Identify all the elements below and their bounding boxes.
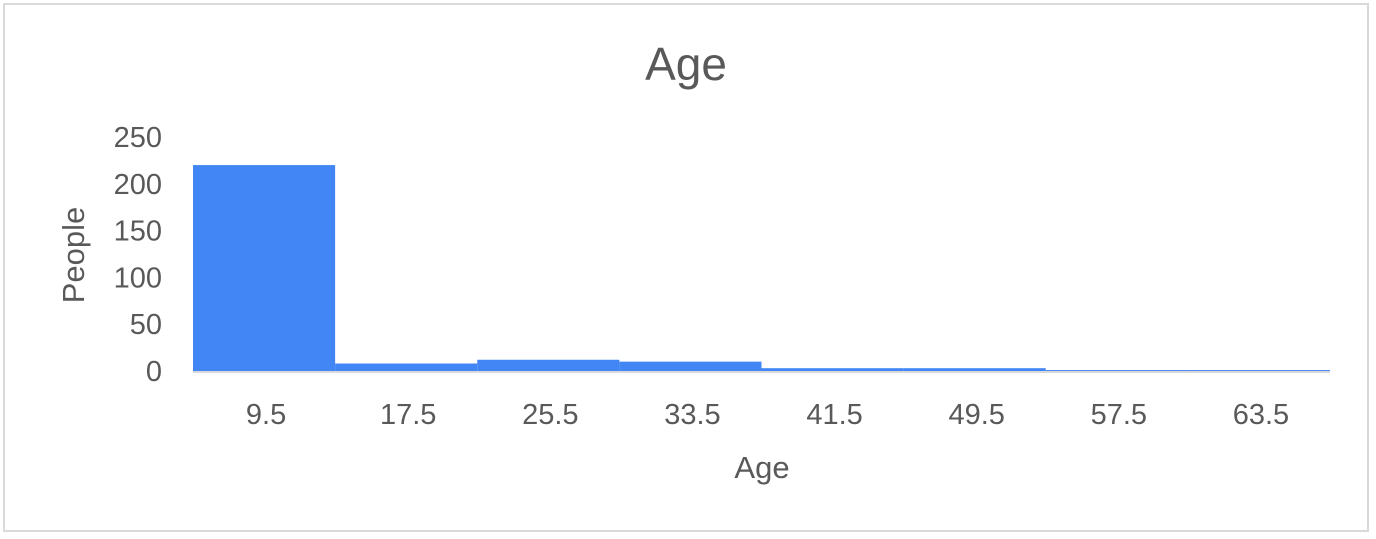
y-tick-labels: 250 200 150 100 50 0 [114,122,162,388]
bar-25.5 [477,359,620,371]
x-tick-49.5: 49.5 [948,399,1004,431]
x-tick-17.5: 17.5 [380,399,436,431]
bar-57.5 [1045,370,1188,371]
bar-33.5 [619,361,762,371]
y-tick-50: 50 [130,309,162,341]
x-tick-labels: 9.5 17.5 25.5 33.5 41.5 49.5 57.5 63.5 [246,399,1289,431]
x-tick-57.5: 57.5 [1091,399,1147,431]
x-axis-label: Age [734,450,789,485]
y-tick-0: 0 [146,356,162,388]
bars-group [193,165,1330,371]
y-tick-150: 150 [114,216,162,248]
x-tick-41.5: 41.5 [806,399,862,431]
bar-49.5 [903,368,1046,371]
bar-63.5 [1187,370,1330,371]
chart-title: Age [645,38,727,90]
x-tick-63.5: 63.5 [1233,399,1289,431]
y-tick-100: 100 [114,262,162,294]
y-tick-200: 200 [114,169,162,201]
y-axis-label: People [56,207,91,304]
bar-17.5 [335,363,478,371]
bar-9.5 [193,165,336,371]
x-tick-33.5: 33.5 [664,399,720,431]
x-tick-9.5: 9.5 [246,399,286,431]
y-tick-250: 250 [114,122,162,154]
bar-41.5 [761,368,904,371]
x-tick-25.5: 25.5 [522,399,578,431]
